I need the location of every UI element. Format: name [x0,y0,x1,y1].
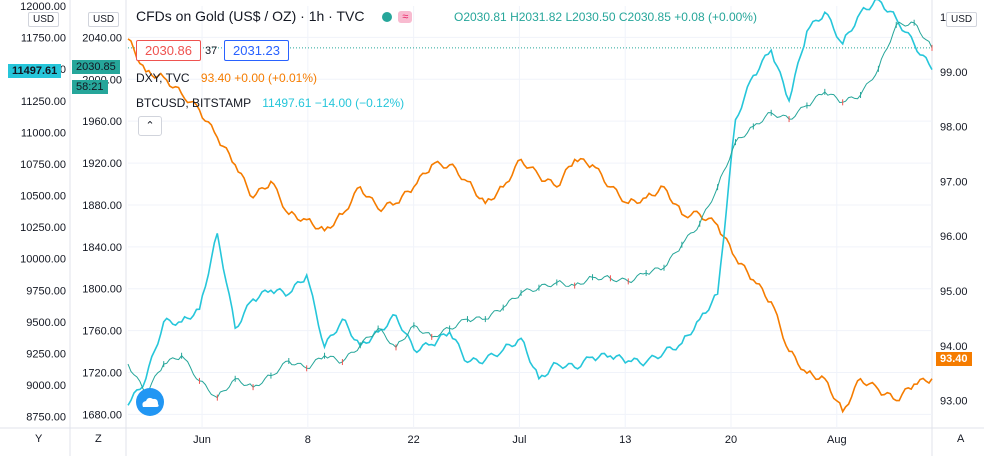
series-line-dxy [127,38,933,414]
btc-tick-label: 10750.00 [20,159,66,171]
dxy-tick-label: 93.00 [940,396,968,408]
series-line-gold [127,21,933,399]
dxy-tick-label: 98.00 [940,122,968,134]
btc-symbol: BTCUSD, BITSTAMP [136,96,251,110]
dxy-price-tag: 93.40 [936,352,972,366]
main-legend[interactable]: CFDs on Gold (US$ / OZ) · 1h · TVC ≈ [136,8,413,24]
gold-tick-label: 1760.00 [82,326,122,338]
time-tick-label: 20 [725,434,737,446]
dxy-tick-label: 96.00 [940,231,968,243]
dxy-legend[interactable]: DXY, TVC 93.40 +0.00 (+0.01%) [136,71,317,85]
btc-tick-label: 10500.00 [20,191,66,203]
btc-legend[interactable]: BTCUSD, BITSTAMP 11497.61 −14.00 (−0.12%… [136,96,404,110]
gold-tick-label: 1880.00 [82,200,122,212]
dxy-tick-label: 95.00 [940,286,968,298]
chevron-up-icon[interactable]: ⌃ [138,116,162,136]
sell-price-button[interactable]: 2030.86 [136,40,201,61]
cloud-logo-icon[interactable] [136,388,164,416]
time-tick-label: 22 [408,434,420,446]
close-value: C2030.85 [618,10,671,24]
btc-tick-label: 10250.00 [20,222,66,234]
gold-axis-unit[interactable]: USD [88,12,120,27]
btc-tick-label: 10000.00 [20,254,66,266]
btc-tick-label: 9000.00 [26,380,66,392]
btc-tick-label: 11000.00 [21,127,66,139]
btc-value: 11497.61 [262,96,312,110]
gold-tick-label: 2040.00 [82,32,122,44]
time-tick-label: 8 [305,434,311,446]
spread-value: 37 [205,45,218,57]
btc-tick-label: 11250.00 [21,96,66,108]
auto-scale-button[interactable]: A [957,433,965,445]
y-axis-toggle-button[interactable]: Y [35,433,43,445]
series-layer [127,0,933,414]
dxy-tick-label: 94.00 [940,341,968,353]
gold-tick-label: 1960.00 [82,116,122,128]
time-tick-label: Aug [827,434,847,446]
btc-tick-label: 9750.00 [26,285,66,297]
z-axis-toggle-button[interactable]: Z [95,433,102,445]
btc-tick-label: 9500.00 [26,317,66,329]
bar-countdown: 58:21 [72,80,108,94]
btc-tick-label: 8750.00 [26,412,66,424]
gold-tick-label: 1920.00 [82,158,122,170]
dxy-symbol: DXY, TVC [136,71,190,85]
time-tick-label: 13 [619,434,631,446]
ohlc-values: O2030.81 H2031.82 L2030.50 C2030.85 +0.0… [454,10,757,24]
low-value: L2030.50 [565,10,616,24]
gold-tick-label: 1800.00 [82,284,122,296]
btc-axis-unit[interactable]: USD [28,12,60,27]
gold-tick-label: 1840.00 [82,242,122,254]
cloud-shape [142,397,159,407]
gold-tick-label: 1680.00 [82,409,122,421]
dxy-axis-unit[interactable]: USD [946,12,978,27]
time-tick-label: Jun [193,434,211,446]
dxy-tick-label: 99.00 [940,67,968,79]
gold-tick-label: 1720.00 [82,368,122,380]
change-value: +0.08 (+0.00%) [674,10,757,24]
btc-change: −14.00 (−0.12%) [314,96,405,110]
dxy-value: 93.40 [200,71,231,85]
btc-tick-label: 11750.00 [21,33,66,45]
time-tick-label: Jul [512,434,526,446]
high-value: H2031.82 [510,10,563,24]
dxy-tick-label: 97.00 [940,176,968,188]
btc-tick-label: 9250.00 [26,348,66,360]
dxy-price-axis: 100.0099.0098.0097.0096.0095.0094.0093.0… [940,12,974,408]
dxy-change: +0.00 (+0.01%) [234,71,318,85]
time-axis: Jun 8 22 Jul 13 20 Aug [193,434,846,446]
visibility-dot-icon[interactable] [382,12,393,23]
buy-price-button[interactable]: 2031.23 [224,40,289,61]
series-line-btc [127,0,933,406]
wave-icon[interactable]: ≈ [398,11,413,24]
symbol-title: CFDs on Gold (US$ / OZ) · 1h · TVC [136,8,365,24]
gold-price-tag: 2030.85 [72,60,120,74]
btc-tick-label: 12000.00 [20,1,66,13]
btc-price-tag: 11497.61 [8,64,62,78]
open-value: O2030.81 [454,10,507,24]
